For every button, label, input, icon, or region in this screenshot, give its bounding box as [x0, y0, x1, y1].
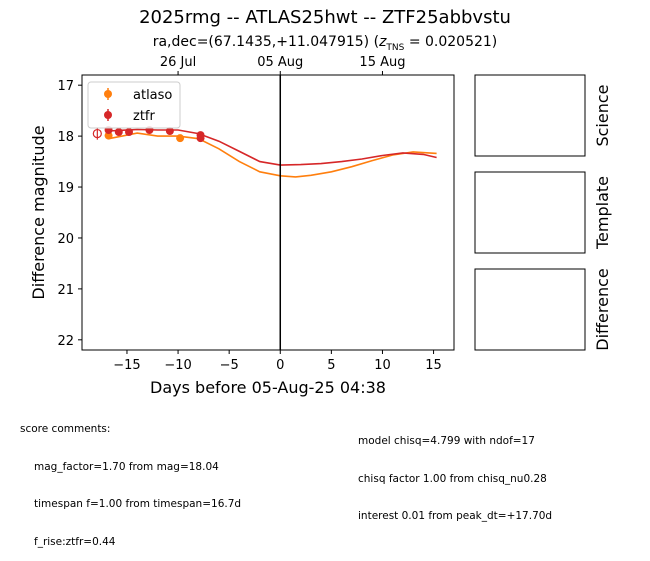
data-point-ztfr [196, 134, 205, 143]
model-comment-line: interest 0.01 from peak_dt=+17.70d [358, 510, 553, 522]
y-tick-label: 19 [57, 181, 74, 196]
model-curve-ztfr [108, 128, 437, 166]
y-tick-label: 20 [57, 232, 74, 247]
plot-frame [81, 74, 455, 351]
legend: atlaso ztfr [87, 81, 181, 129]
x-tick-label: 15 [425, 358, 442, 373]
data-point-ztfr [114, 128, 123, 137]
panel-science [474, 74, 586, 157]
y-tick-label: 17 [57, 79, 74, 94]
z-label: z [379, 34, 387, 50]
panel-label-difference: Difference [593, 268, 612, 350]
model-comment-line: model chisq=4.799 with ndof=17 [358, 435, 535, 447]
y-axis-label: Difference magnitude [29, 125, 48, 299]
chart-subtitle: ra,dec=(67.1435,+11.047915) (zTNS = 0.02… [0, 34, 650, 53]
data-point-ztfr [125, 128, 134, 137]
z-value: = 0.020521) [404, 34, 498, 50]
legend-label-atlaso: atlaso [133, 88, 172, 103]
legend-marker-atlaso [104, 90, 112, 98]
legend-label-ztfr: ztfr [133, 109, 155, 124]
light-curve-chart: −15 −10 −5 0 5 10 15 26 Jul 05 Aug 15 Aug 17 18 19 20… [29, 55, 612, 397]
panel-template [474, 171, 586, 254]
model-comment-line: chisq factor 1.00 from chisq_nu0.28 [358, 472, 547, 485]
y-tick-label: 22 [57, 334, 74, 349]
panel-difference [474, 268, 586, 351]
top-tick-label: 26 Jul [160, 55, 196, 70]
score-comments-heading: score comments: [20, 423, 111, 435]
data-point-ztfr [165, 127, 174, 136]
x-axis-label: Days before 05-Aug-25 04:38 [150, 378, 386, 397]
model-comments: model chisq=4.799 with ndof=17 chisq fac… [358, 410, 552, 535]
x-tick-label: 0 [276, 358, 284, 373]
x-tick-label: −15 [113, 358, 140, 373]
x-tick-label: 5 [327, 358, 335, 373]
y-tick-label: 18 [57, 130, 74, 145]
x-tick-label: −10 [164, 358, 191, 373]
top-tick-label: 15 Aug [359, 55, 405, 70]
data-point-atlaso [104, 131, 113, 140]
y-tick-label: 21 [57, 283, 74, 298]
score-comment-line: mag_factor=1.70 from mag=18.04 [34, 460, 219, 473]
subtitle-prefix: ra,dec=(67.1435,+11.047915) ( [152, 34, 380, 50]
score-comments: score comments: mag_factor=1.70 from mag… [20, 398, 241, 561]
panel-label-template: Template [593, 176, 612, 250]
top-tick-label: 05 Aug [257, 55, 303, 70]
open-data-point-ztfr [92, 128, 102, 139]
x-tick-label: −5 [220, 358, 239, 373]
score-comment-line: f_rise:ztfr=0.44 [34, 535, 116, 548]
z-subscript: TNS [386, 42, 405, 53]
data-point-atlaso [176, 134, 185, 143]
panel-label-science: Science [593, 84, 612, 146]
x-tick-label: 10 [374, 358, 391, 373]
legend-marker-ztfr [104, 111, 112, 119]
chart-title: 2025rmg -- ATLAS25hwt -- ZTF25abbvstu [139, 7, 511, 28]
